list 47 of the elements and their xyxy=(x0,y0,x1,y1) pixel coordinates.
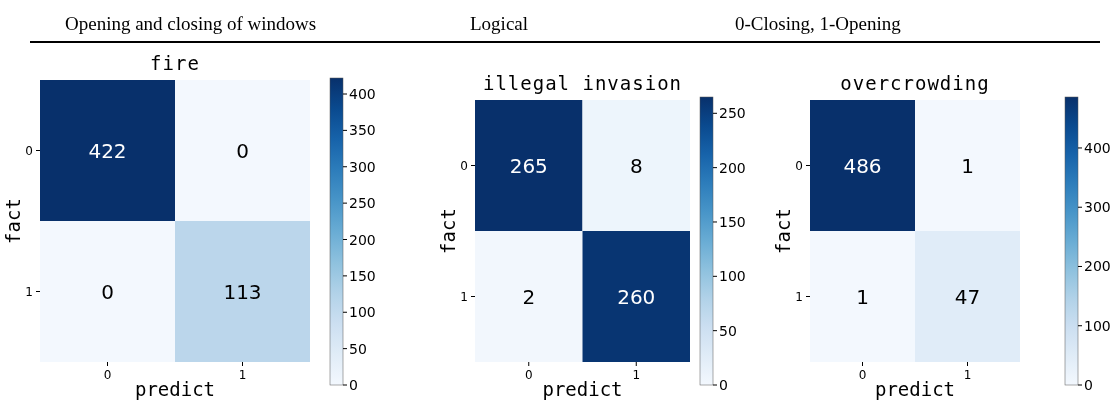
color-bar-label: 200 xyxy=(1084,258,1111,275)
color-bar-label: 150 xyxy=(719,213,746,230)
data-label: 113 xyxy=(223,279,262,304)
chart-title: illegal invasion xyxy=(482,72,683,94)
x-axis-title: predict xyxy=(542,378,623,400)
color-bar-label: 400 xyxy=(1084,139,1111,156)
x-tick-label: 1 xyxy=(238,368,247,382)
data-label: 260 xyxy=(617,284,656,309)
text: 0-Closing, 1-Opening xyxy=(735,13,902,34)
data-label: 1 xyxy=(856,284,869,309)
x-tick-label: 0 xyxy=(858,368,867,382)
data-label: 8 xyxy=(629,153,643,178)
data-label: 422 xyxy=(88,138,127,163)
data-label: 47 xyxy=(954,284,981,309)
data-label: 2 xyxy=(522,284,536,309)
color-bar-label: 100 xyxy=(349,304,376,321)
color-bar-label: 400 xyxy=(349,86,376,102)
y-axis-title: fact xyxy=(772,208,794,254)
chart-title: overcrowding xyxy=(840,72,990,94)
x-tick-label: 1 xyxy=(963,368,972,382)
color-bar-label: 100 xyxy=(719,268,746,285)
y-axis-title: fact xyxy=(437,208,459,254)
y-axis-title: fact xyxy=(2,198,24,244)
color-bar-label: 200 xyxy=(719,159,746,176)
color-bar-label: 100 xyxy=(1084,317,1111,334)
color-bar-label: 300 xyxy=(349,158,376,175)
chart-title: fire xyxy=(150,52,200,74)
x-tick-label: 0 xyxy=(524,368,533,382)
color-bar-label: 250 xyxy=(719,105,746,122)
data-label: 0 xyxy=(101,279,114,304)
color-bar-label: 300 xyxy=(1084,199,1111,216)
data-label: 265 xyxy=(509,153,548,178)
text: Opening and closing of windows xyxy=(65,13,317,34)
color-bar-label: 350 xyxy=(349,122,376,139)
x-axis-title: predict xyxy=(874,378,956,400)
data-label: 0 xyxy=(236,138,249,163)
x-tick-label: 1 xyxy=(632,368,641,382)
color-bar-label: 50 xyxy=(349,340,367,357)
text: Logical xyxy=(470,13,529,34)
color-bar-label: 200 xyxy=(349,231,376,248)
x-axis-title: predict xyxy=(134,378,216,400)
x-tick-label: 0 xyxy=(103,368,112,382)
color-bar-label: 250 xyxy=(349,195,376,212)
data-label: 1 xyxy=(961,153,974,178)
color-bar-label: 50 xyxy=(719,322,737,339)
color-bar-label: 150 xyxy=(349,267,376,284)
data-label: 486 xyxy=(843,153,882,178)
